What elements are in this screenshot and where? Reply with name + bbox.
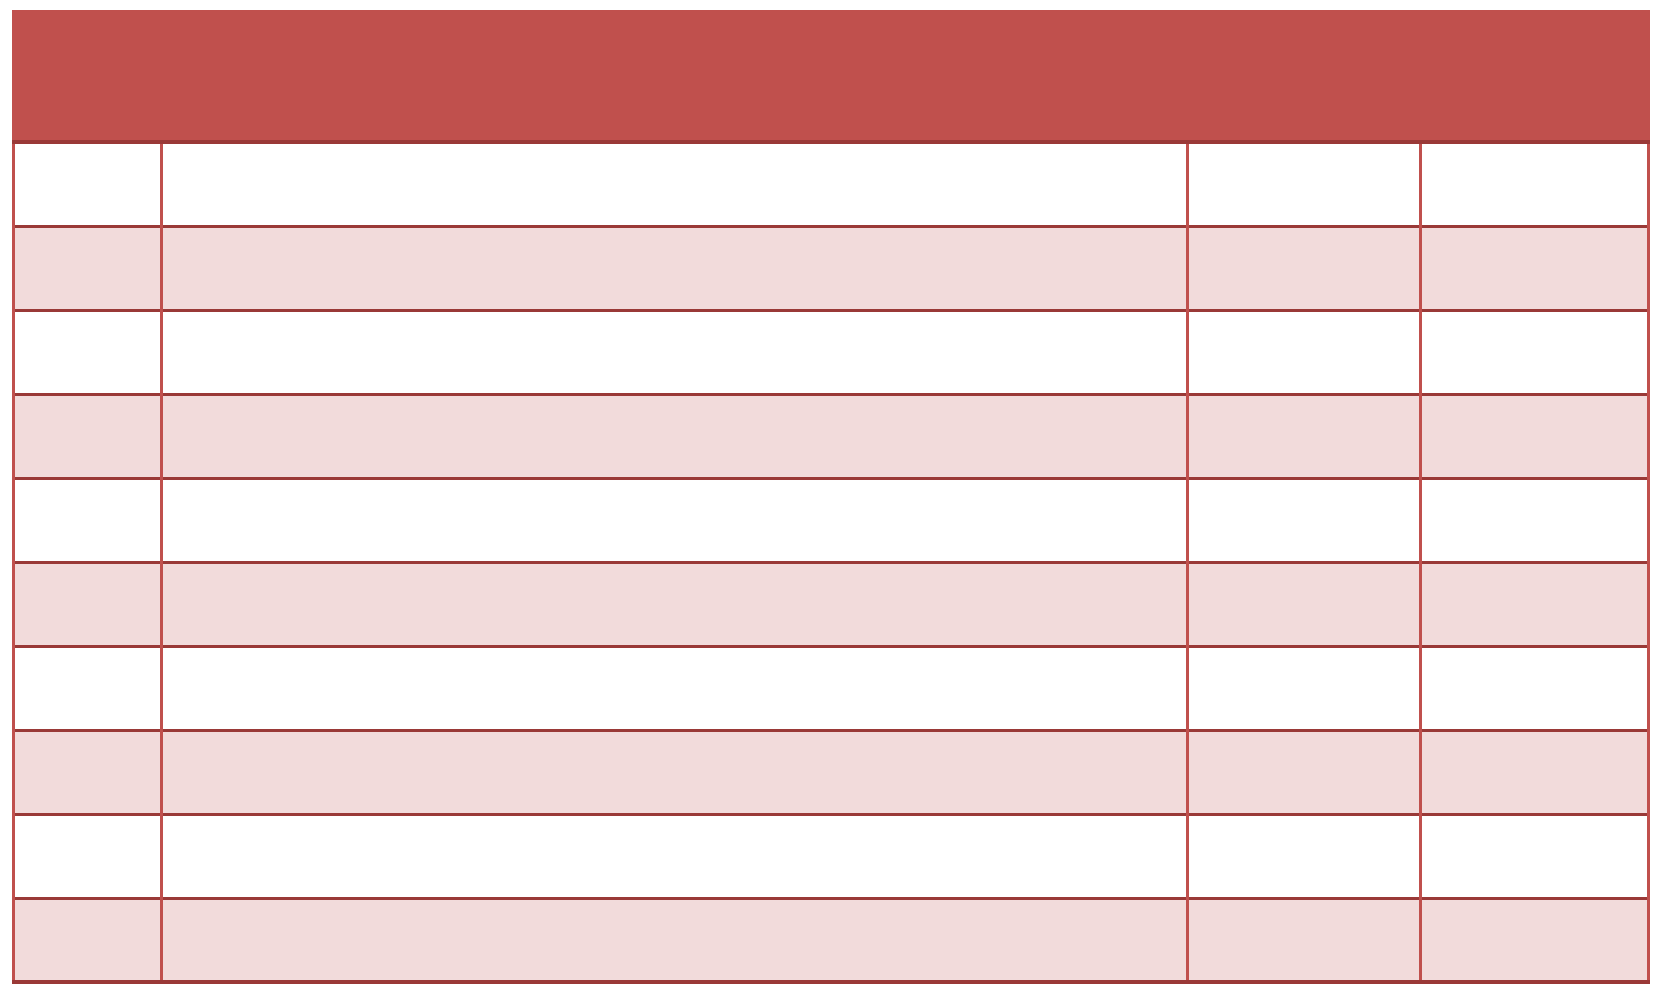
table-cell[interactable] xyxy=(1186,560,1422,646)
table-cell[interactable] xyxy=(1186,728,1422,814)
table-cell[interactable] xyxy=(1186,140,1422,226)
table-title-row xyxy=(13,10,1649,144)
table-cell[interactable] xyxy=(1419,140,1650,226)
table-cell[interactable] xyxy=(12,224,163,310)
table-cell[interactable] xyxy=(12,308,163,394)
table-row xyxy=(12,308,1650,394)
table-cell[interactable] xyxy=(160,812,1189,898)
table-cell[interactable] xyxy=(160,140,1189,226)
table-row xyxy=(12,140,1650,226)
table-cell[interactable] xyxy=(12,644,163,730)
table-cell[interactable] xyxy=(1419,896,1650,982)
table-cell[interactable] xyxy=(1186,476,1422,562)
table-cell[interactable] xyxy=(12,728,163,814)
table-cell[interactable] xyxy=(1419,644,1650,730)
table-cell[interactable] xyxy=(160,896,1189,982)
table-cell[interactable] xyxy=(1186,812,1422,898)
table-cell[interactable] xyxy=(1186,392,1422,478)
table-cell[interactable] xyxy=(160,308,1189,394)
table-row xyxy=(12,560,1650,646)
table-cell[interactable] xyxy=(1186,644,1422,730)
banded-table xyxy=(12,10,1650,984)
table-cell[interactable] xyxy=(160,644,1189,730)
table-cell[interactable] xyxy=(12,392,163,478)
table-cell[interactable] xyxy=(12,476,163,562)
table-cell[interactable] xyxy=(1419,224,1650,310)
table-row xyxy=(12,476,1650,562)
table-row xyxy=(12,896,1650,982)
table-cell[interactable] xyxy=(1186,896,1422,982)
table-row xyxy=(12,644,1650,730)
table-title-cell[interactable] xyxy=(13,10,1649,144)
table-row xyxy=(12,728,1650,814)
table-cell[interactable] xyxy=(1419,392,1650,478)
table-cell[interactable] xyxy=(160,476,1189,562)
table-cell[interactable] xyxy=(12,896,163,982)
table-cell[interactable] xyxy=(160,392,1189,478)
table-row xyxy=(12,392,1650,478)
table-cell[interactable] xyxy=(1186,224,1422,310)
table-cell[interactable] xyxy=(1419,308,1650,394)
table-cell[interactable] xyxy=(12,560,163,646)
table-row xyxy=(12,812,1650,898)
table-cell[interactable] xyxy=(160,224,1189,310)
table-cell[interactable] xyxy=(12,812,163,898)
table-cell[interactable] xyxy=(1186,308,1422,394)
table-row xyxy=(12,224,1650,310)
table-cell[interactable] xyxy=(160,728,1189,814)
table-cell[interactable] xyxy=(1419,812,1650,898)
table-cell[interactable] xyxy=(160,560,1189,646)
table-cell[interactable] xyxy=(1419,728,1650,814)
table-cell[interactable] xyxy=(12,140,163,226)
table-cell[interactable] xyxy=(1419,476,1650,562)
table-cell[interactable] xyxy=(1419,560,1650,646)
